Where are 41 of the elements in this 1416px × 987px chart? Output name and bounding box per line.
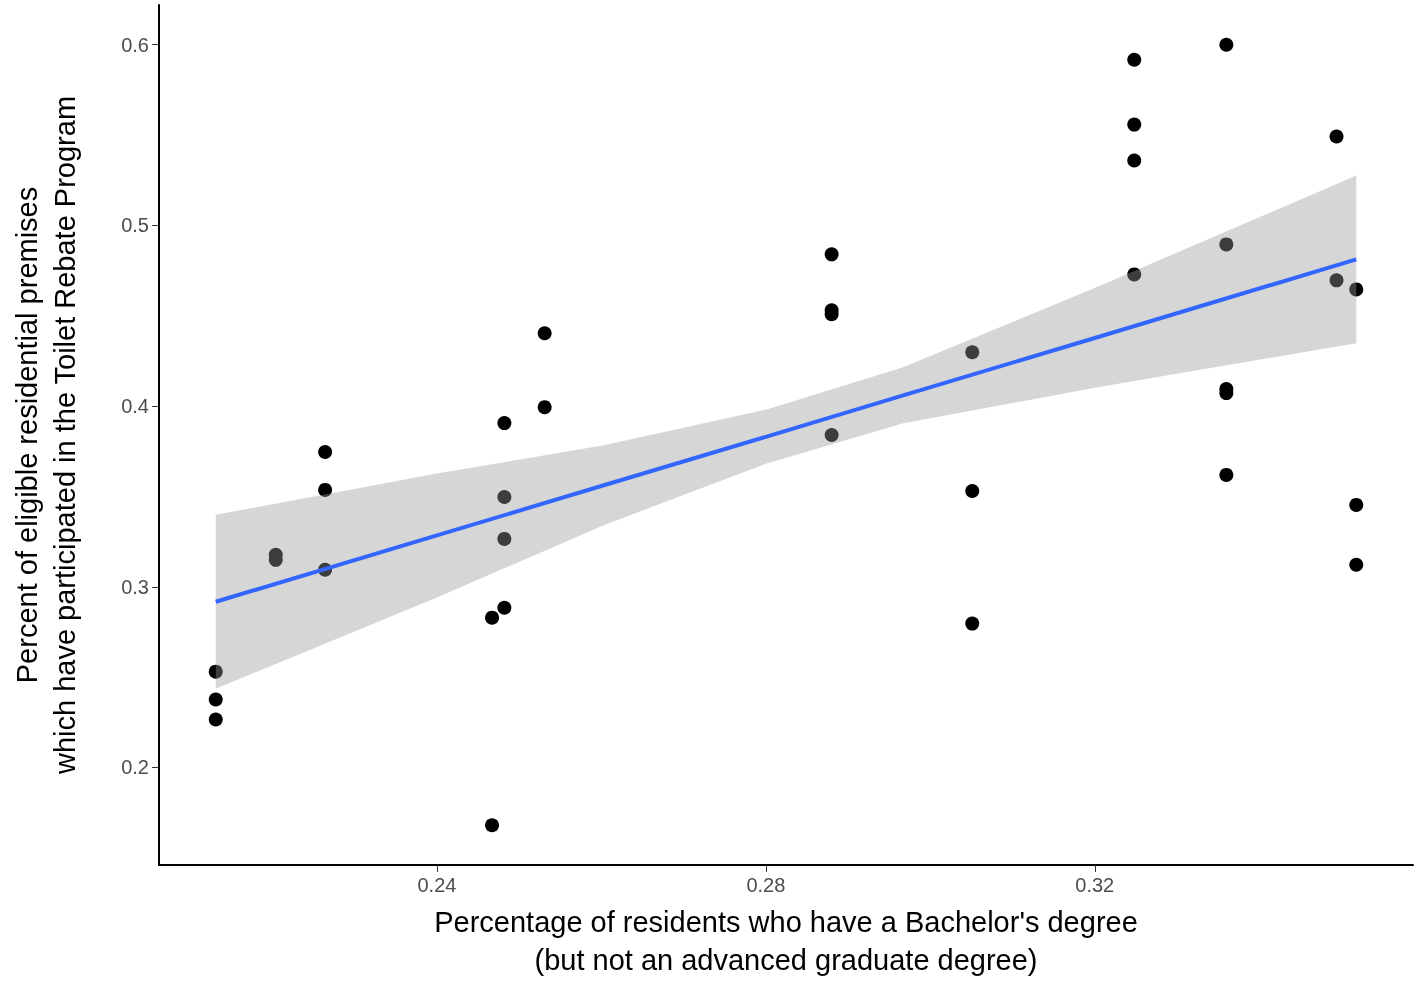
point: [318, 482, 333, 497]
point: [1349, 497, 1364, 512]
point: [1349, 557, 1364, 572]
x-tick-label: 0.32: [1075, 874, 1115, 896]
point: [1329, 273, 1344, 288]
line-series: [213, 257, 1359, 604]
y-tick-label: 0.3: [121, 575, 149, 598]
point: [1127, 153, 1142, 168]
point: [208, 712, 223, 727]
point: [537, 400, 552, 415]
point: [1127, 52, 1142, 67]
point: [965, 616, 980, 631]
point: [1127, 117, 1142, 132]
point: [208, 692, 223, 707]
y-tick-label: 0.2: [121, 756, 149, 779]
point: [497, 489, 512, 504]
point: [208, 664, 223, 679]
point: [965, 484, 980, 498]
y-tick-label: 0.6: [121, 33, 149, 56]
point: [497, 600, 512, 615]
point: [537, 326, 552, 341]
x-tick-label: 0.24: [417, 874, 457, 896]
point: [485, 610, 500, 625]
point: [824, 428, 839, 442]
point: [1219, 37, 1234, 52]
point: [1219, 467, 1234, 482]
y-tick-label: 0.5: [121, 214, 149, 237]
point: [965, 345, 980, 360]
y-axis-title: Percent of eligible residential premises which have participated in the Toilet Rebate Program: [11, 95, 81, 776]
point: [497, 531, 512, 546]
point: [497, 416, 512, 431]
point: [824, 247, 839, 262]
y-tick-label: 0.4: [121, 395, 149, 418]
point: [1329, 129, 1344, 144]
point: [1127, 267, 1142, 282]
point: [1349, 282, 1364, 297]
point: [485, 818, 500, 833]
point: [1219, 237, 1234, 252]
x-tick-label: 0.28: [746, 874, 786, 896]
x-axis-title: Percentage of residents who have a Bachelor's degree (but not an advanced graduate degree): [434, 906, 1138, 976]
point: [318, 444, 333, 459]
